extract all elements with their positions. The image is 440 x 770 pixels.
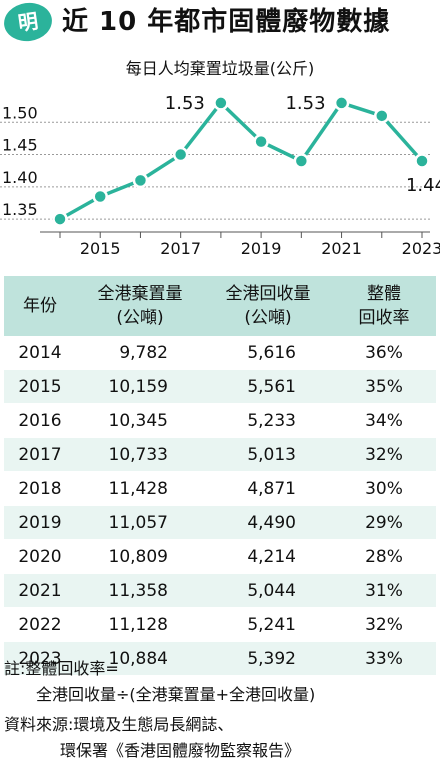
table-cell: 10,345: [76, 403, 204, 438]
table-cell: 2015: [4, 369, 76, 404]
column-header-text: (公噸): [116, 308, 164, 328]
table-cell: 29%: [332, 505, 436, 540]
table-cell: 2019: [4, 505, 76, 540]
table-cell: 5,241: [204, 607, 332, 642]
data-label: 1.53: [285, 93, 325, 114]
x-tick-label: 2023: [402, 239, 440, 258]
data-point: [213, 95, 229, 111]
table-cell: 2021: [4, 573, 76, 608]
table-cell: 2023: [4, 641, 76, 676]
column-header-text: 整體: [367, 284, 401, 304]
chart-title: 每日人均棄置垃圾量(公斤): [125, 59, 315, 78]
table-header-row: 年份 全港棄置量 (公噸) 全港回收量 (公噸) 整體回收率: [4, 276, 436, 336]
y-tick-label: 1.45: [2, 136, 38, 155]
source-line-2: 環保署《香港固體廢物監察報告》: [60, 741, 301, 760]
x-tick-label: 2019: [241, 239, 282, 258]
table-cell: 9,782: [76, 336, 204, 370]
table-row: 2017 10,733 5,013 32%: [4, 437, 436, 472]
column-header-3: 整體 回收率: [332, 276, 436, 336]
column-header-text: 回收率: [358, 308, 410, 328]
data-point: [374, 108, 390, 124]
data-label: 1.44: [406, 175, 440, 196]
table-cell: 28%: [332, 539, 436, 574]
table-cell: 4,490: [204, 505, 332, 540]
data-label: 1.53: [165, 93, 205, 114]
newspaper-logo: 明: [1, 0, 55, 45]
table-cell: 33%: [332, 641, 436, 676]
column-header-2: 全港回收量 (公噸): [204, 276, 332, 336]
table-cell: 11,128: [76, 607, 204, 642]
table-cell: 10,159: [76, 369, 204, 404]
series-line: [59, 101, 424, 221]
table-row: 2023 10,884 5,392 33%: [4, 641, 436, 676]
table-row: 2021 11,358 5,044 31%: [4, 573, 436, 608]
data-point: [132, 172, 149, 189]
table-row: 2020 10,809 4,214 28%: [4, 539, 436, 574]
table-row: 2016 10,345 5,233 34%: [4, 403, 436, 438]
column-header-text: (公噸): [244, 308, 292, 328]
data-point: [293, 153, 310, 169]
table-cell: 32%: [332, 437, 436, 472]
table-cell: 2020: [4, 539, 76, 574]
table-row: 2015 10,159 5,561 35%: [4, 369, 436, 404]
table-row: 2018 11,428 4,871 30%: [4, 471, 436, 506]
table-cell: 4,871: [204, 471, 332, 506]
y-tick-label: 1.40: [2, 168, 38, 187]
waste-data-table: 年份 全港棄置量 (公噸) 全港回收量 (公噸) 整體回收率 2014 9,782 5,616…: [4, 276, 436, 676]
table-row: 2019 11,057 4,490 29%: [4, 505, 436, 540]
table-cell: 4,214: [204, 539, 332, 574]
x-tick-label: 2017: [160, 239, 201, 258]
source-note: 資料來源:環境及生態局長網誌、 環保署《香港固體廢物監察報告》: [4, 712, 300, 764]
table-cell: 2017: [4, 437, 76, 472]
table-cell: 11,428: [76, 471, 204, 506]
data-table-container: 年份 全港棄置量 (公噸) 全港回收量 (公噸) 整體回收率 2014 9,782 5,616…: [4, 276, 436, 676]
table-cell: 11,358: [76, 573, 204, 608]
table-cell: 10,809: [76, 539, 204, 574]
data-point: [253, 133, 269, 150]
table-cell: 36%: [332, 336, 436, 370]
column-header-text: 全港回收量: [225, 284, 311, 304]
footnote-line-2: 全港回收量÷(全港棄置量+全港回收量): [36, 685, 316, 704]
table-cell: 2022: [4, 607, 76, 642]
table-cell: 5,233: [204, 403, 332, 438]
line-chart: 1.35 1.40 1.45 1.50 2015 2017 2019 2021 2023 1.53…: [0, 93, 440, 258]
table-cell: 34%: [332, 403, 436, 438]
footnote: 註:整體回收率= 全港回收量÷(全港棄置量+全港回收量): [4, 656, 315, 708]
table-cell: 10,733: [76, 437, 204, 472]
data-point: [52, 211, 68, 227]
table-cell: 35%: [332, 369, 436, 404]
data-point: [92, 188, 108, 205]
table-cell: 5,013: [204, 437, 332, 472]
x-tick-label: 2015: [80, 239, 121, 258]
x-tick-label: 2021: [321, 239, 362, 258]
table-cell: 11,057: [76, 505, 204, 540]
column-header-0: 年份: [4, 276, 76, 336]
table-cell: 31%: [332, 573, 436, 608]
page-title: 近 10 年都市固體廢物數據: [62, 7, 391, 37]
table-cell: 10,884: [76, 641, 204, 676]
data-point: [333, 95, 350, 111]
table-cell: 2014: [4, 336, 76, 370]
data-point: [414, 153, 430, 169]
data-point: [172, 146, 189, 163]
column-header-1: 全港棄置量 (公噸): [76, 276, 204, 336]
table-cell: 5,616: [204, 336, 332, 370]
table-cell: 5,044: [204, 573, 332, 608]
table-row: 2022 11,128 5,241 32%: [4, 607, 436, 642]
header: 明 近 10 年都市固體廢物數據: [0, 0, 440, 45]
table-cell: 5,392: [204, 641, 332, 676]
table-cell: 5,561: [204, 369, 332, 404]
y-tick-label: 1.35: [2, 200, 38, 219]
table-cell: 2016: [4, 403, 76, 438]
table-cell: 32%: [332, 607, 436, 642]
table-row: 2014 9,782 5,616 36%: [4, 336, 436, 370]
footnote-line-1: 註:整體回收率=: [4, 659, 119, 678]
y-tick-label: 1.50: [2, 103, 38, 122]
table-cell: 30%: [332, 471, 436, 506]
table-cell: 2018: [4, 471, 76, 506]
column-header-text: 全港棄置量: [97, 284, 183, 304]
column-header-text: 年份: [23, 296, 57, 316]
table-body: 2014 9,782 5,616 36% 2015 10,159 5,561 35% 2016 1…: [4, 336, 436, 676]
source-line-1: 資料來源:環境及生態局長網誌、: [4, 715, 234, 734]
